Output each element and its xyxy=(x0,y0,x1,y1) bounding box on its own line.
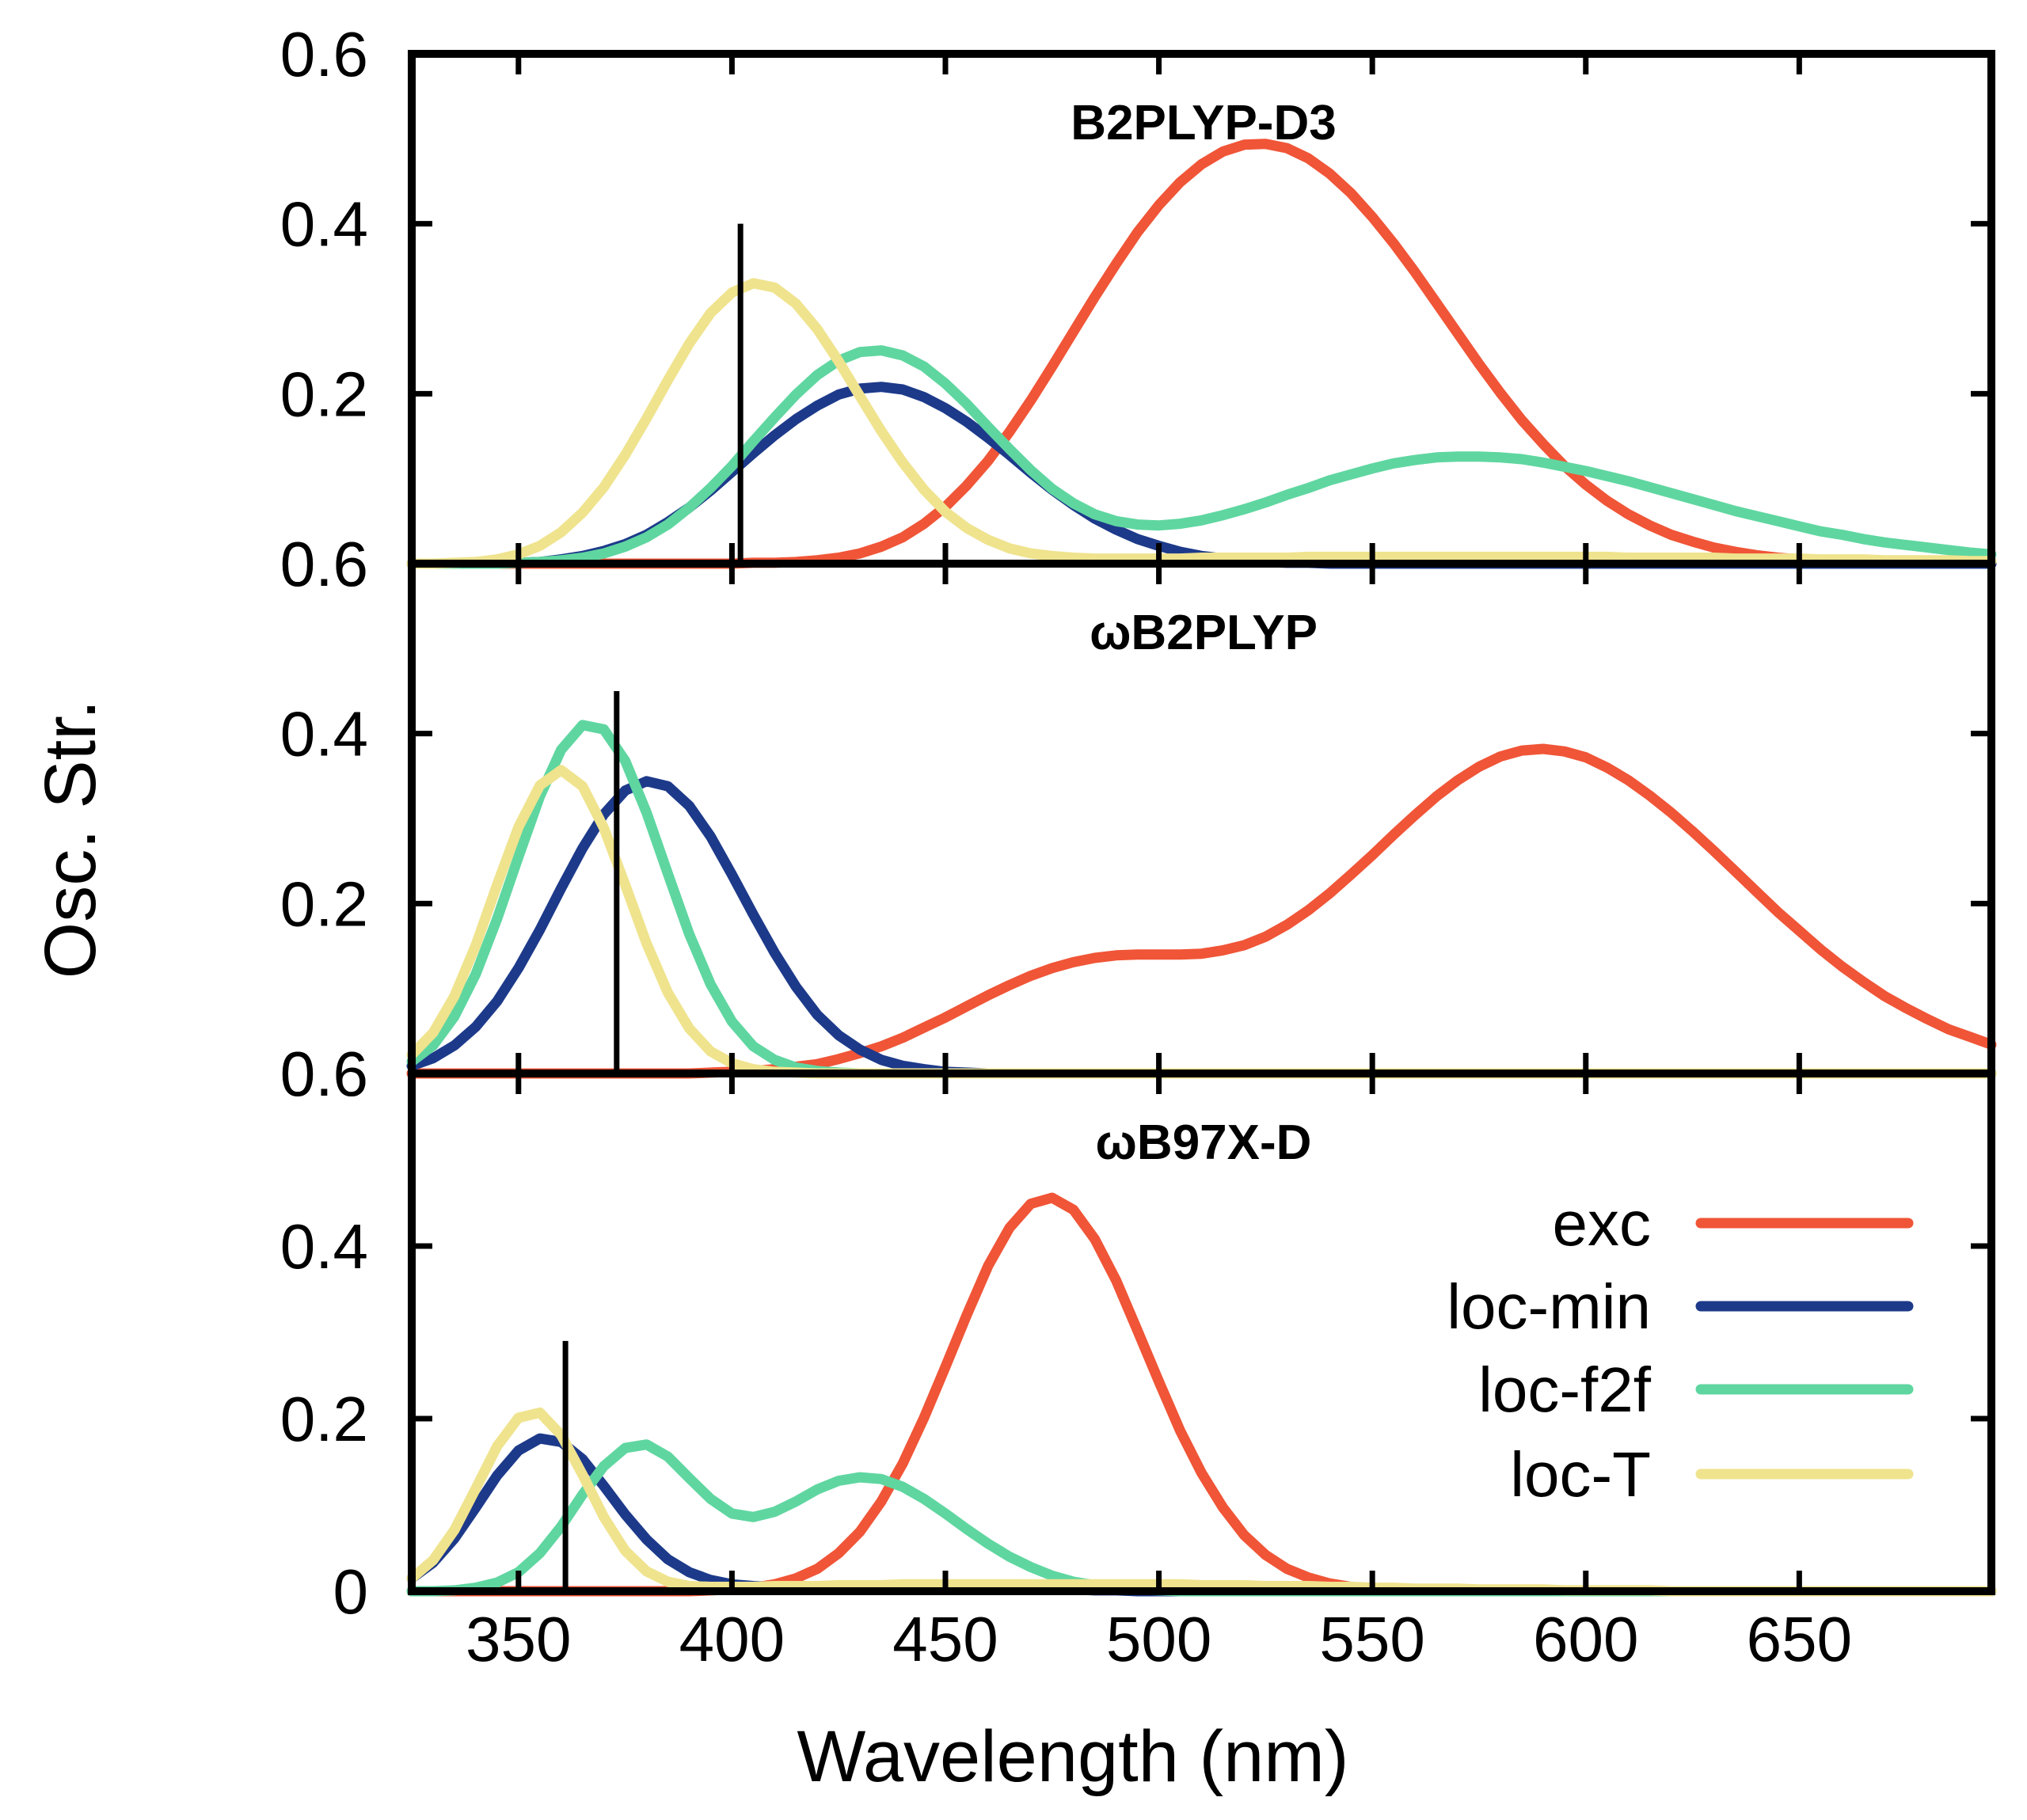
legend-item-exc: exc xyxy=(1553,1188,1914,1259)
series-exc-line xyxy=(406,743,1997,1079)
legend-label: loc-f2f xyxy=(1478,1355,1652,1425)
legend-label: exc xyxy=(1553,1188,1652,1259)
y-tick-label: 0.2 xyxy=(280,359,368,429)
y-tick-label: 0.4 xyxy=(280,699,368,769)
x-tick-label: 550 xyxy=(1319,1604,1424,1674)
panel-frame xyxy=(408,1070,1995,1595)
y-tick-label: 0.6 xyxy=(280,529,368,599)
y-tick-label: 0.4 xyxy=(280,189,368,260)
legend-item-loc-min: loc-min xyxy=(1447,1271,1914,1342)
panel-2: 0.6 0.2 0.4 0.6 ωB2PLYP xyxy=(280,529,1997,1109)
y-tick-label: 0.6 xyxy=(280,19,368,89)
panel-title: ωB97X-D xyxy=(1096,1115,1312,1170)
legend: exc loc-min loc-f2f loc-T xyxy=(1447,1188,1914,1510)
series-loc-f2f-line xyxy=(406,345,1997,569)
x-tick-label: 500 xyxy=(1106,1604,1211,1674)
series-loc-T-line xyxy=(406,1407,1997,1597)
panel-1: 0.6 0.2 0.4 0.6 B2PLYP-D3 xyxy=(280,19,1997,599)
legend-label: loc-T xyxy=(1510,1439,1651,1510)
x-axis-title: Wavelength (nm) xyxy=(797,1716,1348,1797)
panels: 0.60.20.40.6B2PLYP-D30.60.20.40.6ωB2PLYP… xyxy=(280,19,1997,1627)
legend-label: loc-min xyxy=(1447,1271,1651,1342)
panel-title: ωB2PLYP xyxy=(1090,606,1318,660)
series-loc-T-line xyxy=(406,278,1997,569)
legend-item-loc-T: loc-T xyxy=(1510,1439,1914,1510)
panel-3: 0 0.2 0.4 0.6 ωB97X-D xyxy=(280,1039,1997,1627)
x-tick-label: 350 xyxy=(466,1604,571,1674)
y-tick-label: 0 xyxy=(333,1556,369,1627)
y-axis-title: Osc. Str. xyxy=(30,700,111,979)
y-tick-label: 0.4 xyxy=(280,1211,368,1282)
x-tick-label: 650 xyxy=(1747,1604,1852,1674)
panel-title: B2PLYP-D3 xyxy=(1071,96,1336,150)
x-tick-labels: 350 400 450 500 550 600 650 xyxy=(466,1604,1852,1674)
y-tick-label: 0.6 xyxy=(280,529,368,599)
legend-item-loc-f2f: loc-f2f xyxy=(1478,1355,1914,1425)
x-tick-label: 600 xyxy=(1533,1604,1638,1674)
y-tick-label: 0.6 xyxy=(280,1039,368,1109)
x-tick-label: 400 xyxy=(679,1604,785,1674)
y-tick-label: 0.2 xyxy=(280,1384,368,1454)
x-tick-label: 450 xyxy=(892,1604,998,1674)
series-exc-line xyxy=(406,139,1997,569)
y-tick-label: 0.2 xyxy=(280,868,368,939)
y-tick-label: 0.6 xyxy=(280,1039,368,1109)
